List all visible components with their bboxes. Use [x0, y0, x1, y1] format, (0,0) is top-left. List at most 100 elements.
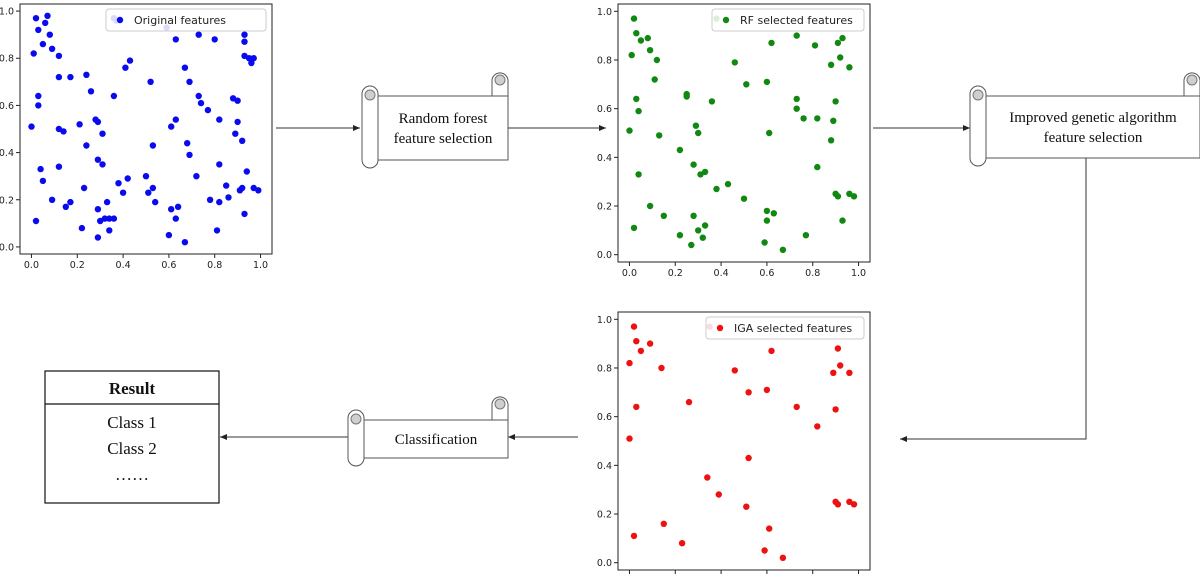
data-point	[216, 198, 223, 206]
data-point	[830, 117, 837, 125]
x-tick-label: 0.0	[24, 260, 39, 271]
x-tick-label: 0.6	[161, 260, 176, 271]
iga-step-scroll: Improved genetic algorithm feature select…	[969, 72, 1200, 167]
data-point	[35, 102, 42, 109]
scroll-top-roll	[494, 398, 506, 410]
x-tick-label: 0.4	[714, 268, 729, 279]
x-tick-label: 1.0	[253, 260, 268, 271]
data-point	[55, 52, 63, 60]
y-tick-label: 0.2	[0, 195, 14, 206]
data-point	[637, 37, 645, 44]
data-point	[779, 554, 787, 561]
legend-label: RF selected features	[740, 14, 853, 27]
scroll-top-roll	[1186, 74, 1198, 86]
data-point	[44, 12, 51, 19]
data-point	[793, 32, 800, 39]
data-point	[83, 142, 90, 149]
data-point	[676, 146, 684, 154]
scroll-sheet-fill	[364, 420, 508, 458]
data-point	[837, 362, 844, 369]
result-class-1: Class 1	[107, 413, 157, 432]
y-tick-label: 0.6	[597, 412, 612, 423]
y-tick-label: 0.8	[597, 55, 612, 66]
data-point	[701, 222, 709, 229]
scroll-left-roll-end	[350, 413, 362, 425]
data-point	[94, 206, 102, 213]
data-point	[630, 224, 638, 232]
result-box: Result Class 1 Class 2 ……	[44, 370, 220, 504]
data-point	[743, 81, 750, 88]
data-point	[644, 34, 651, 42]
step-label-line: Classification	[395, 432, 478, 448]
data-point	[28, 123, 35, 130]
legend: Original features	[105, 8, 267, 32]
data-point	[793, 95, 800, 103]
data-point	[67, 198, 74, 206]
data-point	[690, 161, 697, 168]
x-tick-label: 0.8	[805, 268, 820, 279]
data-point	[630, 15, 638, 22]
data-point	[193, 173, 200, 180]
data-point	[87, 88, 95, 95]
data-point	[101, 215, 109, 222]
classification-step-scroll: Classification	[347, 396, 509, 467]
data-point	[32, 217, 40, 225]
data-point	[172, 116, 179, 123]
data-point	[46, 31, 53, 38]
data-point	[646, 202, 654, 210]
original-features-scatter: 0.0 0.2 0.4 0.6 0.8 1.0 0.0 0.2 0.4 0.6 0.8 1.0 Orig…	[0, 3, 273, 271]
data-point	[690, 212, 697, 219]
y-tick-label: 0.8	[0, 54, 14, 65]
y-tick-label: 0.6	[0, 101, 14, 112]
data-point	[658, 364, 665, 372]
data-point	[633, 403, 640, 411]
data-point	[628, 51, 635, 59]
result-class-2: Class 2	[107, 439, 157, 458]
x-tick-label: 0.2	[70, 260, 85, 271]
data-point	[106, 215, 113, 222]
y-tick-label: 1.0	[597, 315, 612, 326]
data-point	[731, 59, 738, 66]
y-tick-label: 1.0	[0, 7, 14, 18]
data-point	[745, 454, 752, 462]
data-point	[676, 232, 684, 239]
data-point	[55, 163, 63, 170]
data-point	[695, 227, 702, 234]
data-point	[39, 177, 47, 185]
data-point	[32, 15, 40, 22]
data-point	[626, 127, 633, 134]
data-point	[740, 195, 748, 202]
data-point	[174, 203, 182, 210]
x-tick-label: 0.4	[116, 260, 131, 271]
data-point	[834, 39, 842, 47]
x-tick-label: 1.0	[851, 268, 866, 279]
data-point	[241, 31, 248, 38]
data-point	[793, 403, 800, 411]
data-point	[626, 359, 633, 367]
data-point	[633, 95, 640, 103]
legend: IGA selected features	[705, 316, 865, 340]
data-point	[55, 73, 63, 81]
data-point	[695, 129, 702, 137]
data-point	[651, 76, 658, 83]
data-point	[213, 227, 221, 234]
data-point	[168, 206, 175, 213]
data-point	[145, 189, 152, 196]
data-point	[834, 345, 842, 352]
data-point	[39, 40, 47, 48]
data-point	[243, 168, 250, 175]
data-point	[241, 52, 248, 60]
data-point	[637, 347, 645, 355]
data-point	[770, 210, 777, 217]
data-point	[241, 38, 248, 45]
data-point	[701, 168, 709, 176]
data-point	[223, 182, 230, 189]
scroll-sheet-fill	[378, 96, 508, 160]
x-tick-label: 0.6	[759, 268, 774, 279]
data-point	[103, 198, 111, 206]
data-point	[197, 99, 205, 107]
data-point	[124, 175, 131, 182]
data-point	[250, 55, 257, 62]
legend-marker	[722, 16, 730, 24]
data-point	[626, 435, 633, 442]
